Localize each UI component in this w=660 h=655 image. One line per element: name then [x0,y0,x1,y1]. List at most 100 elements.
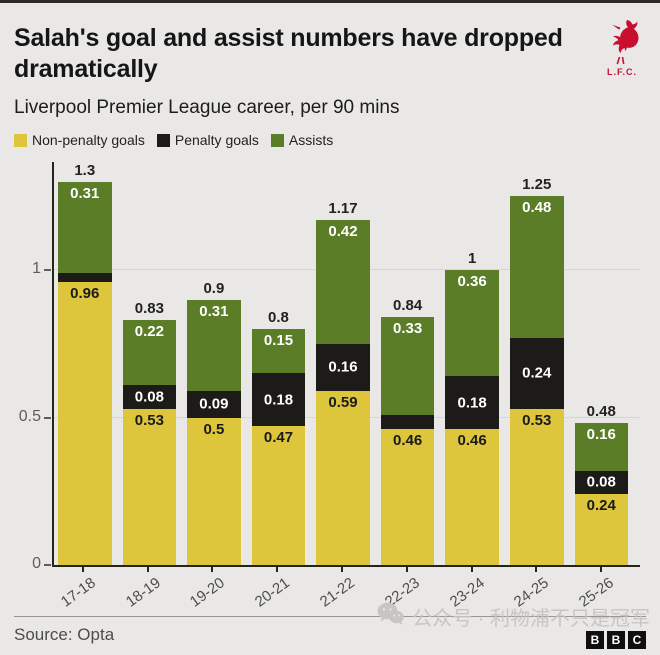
bar-segment-assists: 0.48 [509,196,564,338]
legend-swatch-icon [270,133,284,147]
x-axis-tick [600,567,603,572]
bar-19-20: 0.5 0.09 0.31 0.9 [187,281,241,565]
bars-container: 0.96 0.31 1.3 0.53 0.08 0.22 0.83 0.5 0.09 0.31 0.… [58,162,629,565]
segment-value-label: 0.53 [134,411,164,429]
x-axis-ticks [52,567,640,572]
legend-item-label: Non-penalty goals [32,132,145,148]
bar-chart: 0 0.5 1 0.96 0.31 1.3 0.53 0.08 0.22 0.83 0.5 0.09 0… [19,162,640,612]
bar-segment-assists: 0.16 [574,423,629,471]
legend-swatch-icon [14,133,27,147]
x-tick-cell [56,567,110,572]
x-axis-tick [341,567,344,572]
x-axis-label: 19-20 [187,574,229,611]
bar-total-label: 0.84 [392,297,423,315]
segment-value-label: 0.08 [586,473,616,491]
bbc-logo-block: B [586,631,604,649]
bar-segment-assists: 0.36 [445,270,499,377]
segment-value-label: 0.08 [134,388,164,406]
segment-value-label: 0.22 [134,323,164,341]
legend-item-1: Penalty goals [156,132,259,148]
y-axis-tick [44,269,51,271]
x-axis-label: 20-21 [252,574,294,611]
segment-value-label: 0.09 [199,395,229,413]
bar-segment-non-penalty-goals: 0.47 [251,426,306,565]
segment-value-label: 0.53 [522,411,552,429]
bar-segment-penalty-goals: 0.08 [574,470,629,495]
bar-18-19: 0.53 0.08 0.22 0.83 [122,301,177,565]
y-axis-tick-label: 0.5 [18,407,41,425]
x-label-cell: 20-21 [250,572,304,612]
segment-value-label: 0.16 [586,426,616,444]
bar-total-label: 1.25 [522,176,552,194]
chart-header: Salah's goal and assist numbers have dro… [0,3,660,119]
bar-segment-non-penalty-goals: 0.53 [509,408,564,565]
segment-value-label: 0.31 [199,302,229,320]
x-axis-tick [81,567,84,572]
bar-segment-assists: 0.33 [380,317,435,415]
x-tick-cell [380,567,434,572]
bar-total-label: 1.3 [74,161,96,179]
watermark: 公众号 · 利物浦不只是冠军 [377,602,650,631]
y-axis-tick [44,416,51,419]
legend-swatch-icon [156,133,170,147]
segment-value-label: 0.96 [70,284,100,302]
x-tick-cell [574,567,628,572]
legend-item-0: Non-penalty goals [14,132,145,148]
bar-segment-penalty-goals: 0.16 [316,343,370,391]
bar-total-label: 0.48 [586,403,616,421]
x-tick-cell [186,567,240,572]
bar-total-label: 0.83 [134,300,164,318]
legend-item-2: Assists [270,132,333,148]
watermark-text: 公众号 · 利物浦不只是冠军 [412,608,650,630]
bbc-logo-block: B [607,631,625,649]
bar-24-25: 0.53 0.24 0.48 1.25 [509,177,564,565]
x-label-cell: 17-18 [56,572,110,612]
x-axis-tick [470,567,473,572]
bar-segment-assists: 0.31 [58,181,112,273]
bar-segment-penalty-goals: 0.18 [445,376,499,430]
x-tick-cell [121,567,175,572]
bar-segment-non-penalty-goals: 0.24 [574,494,629,565]
chart-subtitle: Liverpool Premier League career, per 90 … [14,97,400,118]
bar-segment-penalty-goals: 0.24 [509,337,564,409]
bar-segment-non-penalty-goals: 0.53 [122,408,177,565]
segment-value-label: 0.5 [203,420,225,438]
bar-segment-penalty-goals [58,272,112,282]
bar-segment-penalty-goals: 0.18 [251,373,306,427]
bar-total-label: 0.8 [268,309,289,327]
bar-segment-non-penalty-goals: 0.96 [58,281,112,565]
chart-title: Salah's goal and assist numbers have dro… [14,24,563,83]
segment-value-label: 0.24 [522,364,552,382]
bar-21-22: 0.59 0.16 0.42 1.17 [316,201,370,565]
x-axis-tick [405,567,408,572]
legend-item-label: Penalty goals [174,132,259,148]
x-tick-cell [315,567,369,572]
bar-segment-non-penalty-goals: 0.46 [445,429,499,565]
segment-value-label: 0.36 [457,273,487,291]
bar-segment-assists: 0.22 [122,320,177,386]
x-axis-tick [276,567,279,572]
x-label-cell: 21-22 [315,572,369,612]
segment-value-label: 0.18 [457,394,487,412]
bar-total-label: 1.17 [328,199,358,217]
segment-value-label: 0.24 [586,497,616,515]
segment-value-label: 0.46 [457,432,487,450]
source-credit: Source: Opta [14,625,115,644]
segment-value-label: 0.15 [263,332,294,350]
y-axis-tick-label: 0 [32,555,41,572]
y-axis-tick [44,564,51,566]
bar-segment-penalty-goals [380,414,435,430]
x-axis-label: 17-18 [57,574,99,611]
bar-23-24: 0.46 0.18 0.36 1 [445,251,499,565]
chart-legend: Non-penalty goals Penalty goals Assists [14,132,660,148]
x-tick-cell [445,567,499,572]
bar-segment-penalty-goals: 0.09 [187,390,241,418]
segment-value-label: 0.42 [328,222,358,240]
x-tick-cell [509,567,563,572]
liver-bird-icon [598,19,646,66]
wechat-icon [377,602,405,631]
bar-22-23: 0.46 0.33 0.84 [380,298,435,565]
